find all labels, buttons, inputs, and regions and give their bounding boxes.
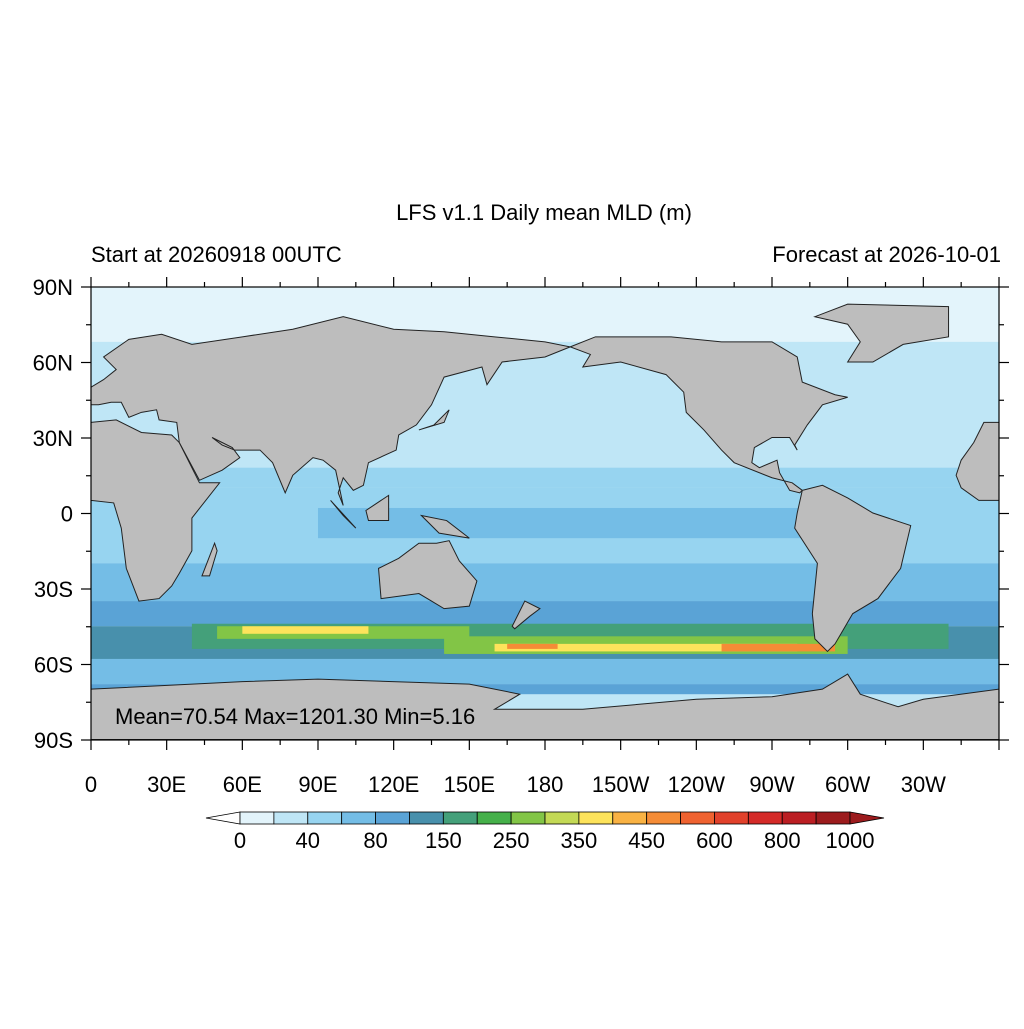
colorbar-box <box>714 811 749 825</box>
colorbar-label: 150 <box>425 828 462 853</box>
colorbar-box <box>578 811 614 825</box>
lat-label: 60S <box>34 653 73 678</box>
colorbar-label: 40 <box>296 828 320 853</box>
lat-label: 90N <box>33 275 73 300</box>
colorbar-box <box>510 811 546 825</box>
colorbar-label: 0 <box>234 828 246 853</box>
lon-label: 180 <box>527 772 564 797</box>
lon-label: 90W <box>749 772 794 797</box>
right-subtitle: Forecast at 2026-10-01 <box>772 242 1001 267</box>
colorbar-label: 600 <box>696 828 733 853</box>
lat-label: 90S <box>34 728 73 753</box>
colorbar-box <box>544 811 580 825</box>
lon-label: 120W <box>668 772 726 797</box>
lon-label: 60W <box>825 772 870 797</box>
colorbar-label: 1000 <box>826 828 875 853</box>
colorbar-box <box>680 811 715 825</box>
lon-label: 90E <box>298 772 337 797</box>
land <box>91 304 999 739</box>
colorbar-box <box>273 811 309 825</box>
lon-label: 150W <box>592 772 650 797</box>
stats-annotation: Mean=70.54 Max=1201.30 Min=5.16 <box>115 704 475 729</box>
lon-label: 30W <box>901 772 946 797</box>
lat-label: 30S <box>34 577 73 602</box>
colorbar-box <box>781 811 817 825</box>
colorbar-box <box>815 811 851 825</box>
colorbar-label: 450 <box>628 828 665 853</box>
colorbar-box <box>646 811 681 825</box>
lat-label: 60N <box>33 351 73 376</box>
colorbar-box <box>239 811 275 825</box>
colorbar-box <box>409 811 444 825</box>
colorbar-over <box>849 811 885 825</box>
lon-label: 30E <box>147 772 186 797</box>
colorbar-label: 250 <box>493 828 530 853</box>
colorbar-box <box>375 811 410 825</box>
colorbar-box <box>612 811 648 825</box>
colorbar-box <box>747 811 783 825</box>
lon-label: 0 <box>85 772 97 797</box>
lat-label: 30N <box>33 426 73 451</box>
lon-label: 150E <box>444 772 495 797</box>
left-subtitle: Start at 20260918 00UTC <box>91 242 342 267</box>
colorbar-box <box>442 811 478 825</box>
lon-label: 120E <box>368 772 419 797</box>
colorbar-label: 80 <box>363 828 387 853</box>
colorbar-box <box>341 811 376 825</box>
title: LFS v1.1 Daily mean MLD (m) <box>396 200 692 225</box>
map <box>91 287 999 739</box>
colorbar-box <box>476 811 512 825</box>
colorbar-box <box>307 811 343 825</box>
colorbar-label: 350 <box>561 828 598 853</box>
lat-label: 0 <box>61 502 73 527</box>
lon-label: 60E <box>223 772 262 797</box>
colorbar-label: 800 <box>764 828 801 853</box>
